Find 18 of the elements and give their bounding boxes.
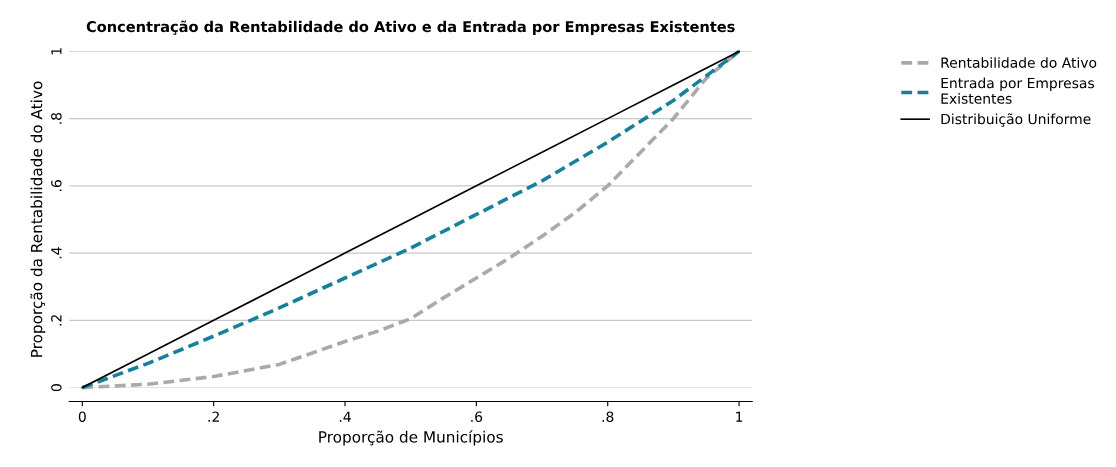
x-tick-label: .2 — [208, 411, 219, 422]
y-tick-label: .6 — [51, 180, 62, 192]
y-tick-label: .2 — [51, 315, 62, 326]
x-tick-label: 1 — [736, 411, 743, 422]
y-axis-title: Proporção da Rentabilidade do Ativo — [30, 81, 46, 357]
legend-label: Distribuição Uniforme — [941, 113, 1091, 127]
y-tick-label: 0 — [51, 384, 62, 392]
chart-title: Concentração da Rentabilidade do Ativo e da Entrada por Empresas Existentes — [86, 20, 735, 35]
y-tick-label: .8 — [51, 112, 62, 124]
x-tick-label: .8 — [602, 411, 614, 422]
legend-label: Rentabilidade do Ativo — [941, 57, 1097, 68]
x-tick-label: .6 — [471, 411, 483, 422]
x-tick-label: 0 — [78, 411, 86, 422]
y-tick-label: .4 — [51, 247, 62, 259]
x-axis-title: Proporção de Municípios — [319, 430, 503, 446]
legend-label: Entrada por Empresas Existentes — [941, 77, 1094, 104]
y-tick-label: 1 — [51, 48, 62, 55]
x-tick-label: .4 — [339, 411, 351, 422]
